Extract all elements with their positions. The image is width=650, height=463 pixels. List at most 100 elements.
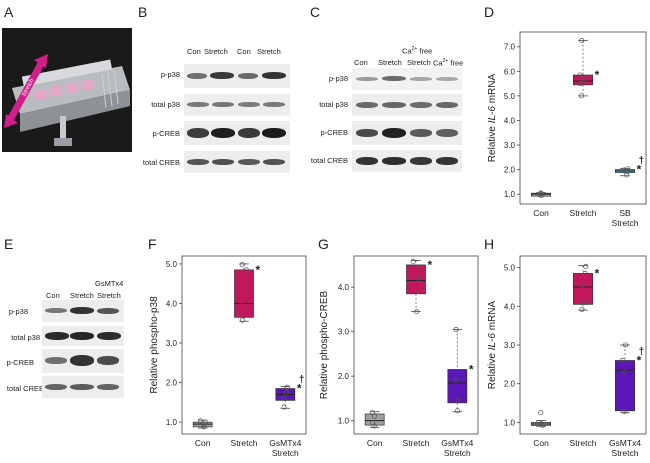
blot-e-col-3b: Stretch bbox=[97, 291, 121, 300]
x-category-label: Stretch bbox=[231, 438, 258, 448]
x-category-label: Stretch bbox=[403, 438, 430, 448]
x-category-label: SB bbox=[619, 208, 631, 218]
y-axis-label-italic: IL-6 bbox=[487, 106, 498, 124]
blot-b-row-4: total CREB bbox=[143, 158, 180, 167]
blot-c-strip-p38 bbox=[352, 94, 462, 116]
y-tick-label: 2.0 bbox=[166, 379, 178, 388]
significance-dagger: † bbox=[639, 346, 645, 357]
blot-c-col-4: Ca2+ free bbox=[433, 58, 463, 68]
y-tick-label: 2.0 bbox=[504, 166, 516, 175]
significance-mark: * bbox=[256, 263, 261, 277]
panel-label-c: C bbox=[310, 4, 320, 20]
y-tick-label: 5.0 bbox=[504, 92, 516, 101]
chart-g-phospho-creb: 1.0 2.0 3.0 4.0 Relative phospho-CREB Con * Str… bbox=[316, 250, 480, 463]
blot-e-strip-creb bbox=[42, 376, 124, 398]
significance-mark: * bbox=[595, 68, 600, 82]
panel-label-b: B bbox=[138, 4, 147, 20]
y-axis-label: Relative phospho-p38 bbox=[149, 296, 160, 394]
blot-c-strip-pp38 bbox=[352, 68, 462, 90]
x-category-label: Stretch bbox=[444, 448, 471, 458]
y-tick-label: 3.0 bbox=[504, 341, 516, 350]
blot-e-strip-pcreb bbox=[42, 349, 124, 373]
y-axis-label-part: mRNA bbox=[487, 73, 498, 106]
y-axis-label-part: mRNA bbox=[487, 300, 498, 333]
blot-c-strip-pcreb bbox=[352, 121, 462, 145]
chart-f-phospho-p38: 1.0 2.0 3.0 4.0 5.0 Relative phospho-p38 Con * S… bbox=[146, 250, 310, 463]
y-tick-label: 4.0 bbox=[504, 302, 516, 311]
blot-e-row-1: p-p38 bbox=[9, 307, 28, 316]
blot-b-col-3: Con bbox=[237, 47, 251, 56]
data-point bbox=[580, 307, 584, 311]
blot-c-row-3: p-CREB bbox=[320, 128, 348, 137]
y-axis-label-part: Relative bbox=[487, 123, 498, 162]
x-category-label: Con bbox=[367, 438, 383, 448]
blot-c-ca-header: Ca2+ free bbox=[402, 46, 432, 56]
box-body bbox=[615, 360, 634, 410]
data-point bbox=[584, 264, 588, 268]
y-axis-label: Relative IL-6 mRNA bbox=[487, 300, 498, 389]
y-tick-label: 5.0 bbox=[166, 260, 178, 269]
x-category-label: Stretch bbox=[570, 208, 597, 218]
blot-b-row-2: total p38 bbox=[151, 100, 180, 109]
blot-b-strip-p38 bbox=[184, 94, 290, 116]
y-axis-label: Relative phospho-CREB bbox=[319, 290, 330, 399]
blot-e-strip-p38 bbox=[42, 326, 124, 346]
blot-e-col-3a: GsMTx4 bbox=[95, 279, 123, 288]
blot-b-row-3: p-CREB bbox=[152, 129, 180, 138]
blot-b-col-4: Stretch bbox=[257, 47, 281, 56]
y-axis-label-part: Relative bbox=[487, 350, 498, 389]
x-category-label: GsMTx4 bbox=[441, 438, 473, 448]
y-tick-label: 4.0 bbox=[166, 299, 178, 308]
box-body bbox=[234, 270, 253, 317]
blot-e-row-3: p-CREB bbox=[6, 358, 34, 367]
blot-b-row-1: p-p38 bbox=[161, 70, 180, 79]
significance-mark: * bbox=[428, 258, 433, 272]
y-axis-label-part: Relative phospho-p38 bbox=[149, 296, 160, 394]
blot-e-col-1: Con bbox=[46, 291, 60, 300]
box-2: * bbox=[448, 327, 474, 413]
y-tick-label: 5.0 bbox=[504, 264, 516, 273]
blot-b-col-2: Stretch bbox=[204, 47, 228, 56]
chart-h-il6-mrna: 1.0 2.0 3.0 4.0 5.0 Relative IL-6 mRNA Con * Str… bbox=[484, 250, 650, 463]
y-tick-label: 3.0 bbox=[504, 141, 516, 150]
x-category-label: Con bbox=[533, 438, 549, 448]
blot-b-strip-pcreb bbox=[184, 121, 290, 145]
significance-mark: * bbox=[595, 266, 600, 280]
box-0 bbox=[365, 410, 384, 428]
y-tick-label: 2.0 bbox=[504, 380, 516, 389]
blot-e-row-4: total CREB bbox=[7, 384, 44, 393]
blot-b-col-1: Con bbox=[187, 47, 201, 56]
x-category-label: Stretch bbox=[570, 438, 597, 448]
stretch-device-photo: Stretch bbox=[2, 28, 132, 152]
box-1: * bbox=[406, 258, 432, 314]
x-category-label: GsMTx4 bbox=[269, 438, 301, 448]
blot-c-row-4: total CREB bbox=[311, 156, 348, 165]
y-axis-label: Relative IL-6 mRNA bbox=[487, 73, 498, 162]
blot-e-row-2: total p38 bbox=[11, 333, 40, 342]
x-category-label: Stretch bbox=[612, 448, 639, 458]
y-tick-label: 1.0 bbox=[504, 418, 516, 427]
blot-e-col-2: Stretch bbox=[70, 291, 94, 300]
x-category-label: Stretch bbox=[272, 448, 299, 458]
y-tick-label: 3.0 bbox=[338, 328, 350, 337]
box-1: * bbox=[573, 264, 599, 311]
box-body bbox=[448, 369, 467, 402]
box-1: * bbox=[573, 38, 599, 98]
significance-dagger: † bbox=[299, 375, 305, 386]
x-category-label: Con bbox=[533, 208, 549, 218]
box-1: * bbox=[234, 263, 260, 323]
y-tick-label: 4.0 bbox=[338, 283, 350, 292]
blot-b-strip-creb bbox=[184, 151, 290, 173]
panel-label-d: D bbox=[484, 4, 494, 20]
panel-label-a: A bbox=[4, 4, 13, 20]
x-category-label: Stretch bbox=[612, 218, 639, 228]
significance-dagger: † bbox=[639, 156, 645, 167]
y-tick-label: 7.0 bbox=[504, 43, 516, 52]
box-2: *† bbox=[615, 156, 644, 178]
y-tick-label: 6.0 bbox=[504, 67, 516, 76]
y-tick-label: 1.0 bbox=[504, 190, 516, 199]
x-category-label: GsMTx4 bbox=[609, 438, 641, 448]
y-tick-label: 2.0 bbox=[338, 372, 350, 381]
box-0 bbox=[531, 411, 550, 428]
box-0 bbox=[193, 419, 212, 429]
